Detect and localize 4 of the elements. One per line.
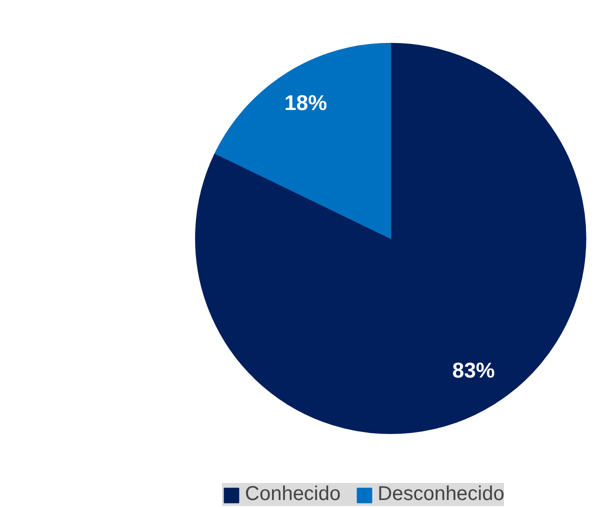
data-label: 18%	[284, 90, 328, 115]
data-label: 83%	[452, 358, 495, 383]
legend-label: Conhecido	[245, 483, 341, 506]
legend-label: Desconhecido	[378, 483, 504, 506]
